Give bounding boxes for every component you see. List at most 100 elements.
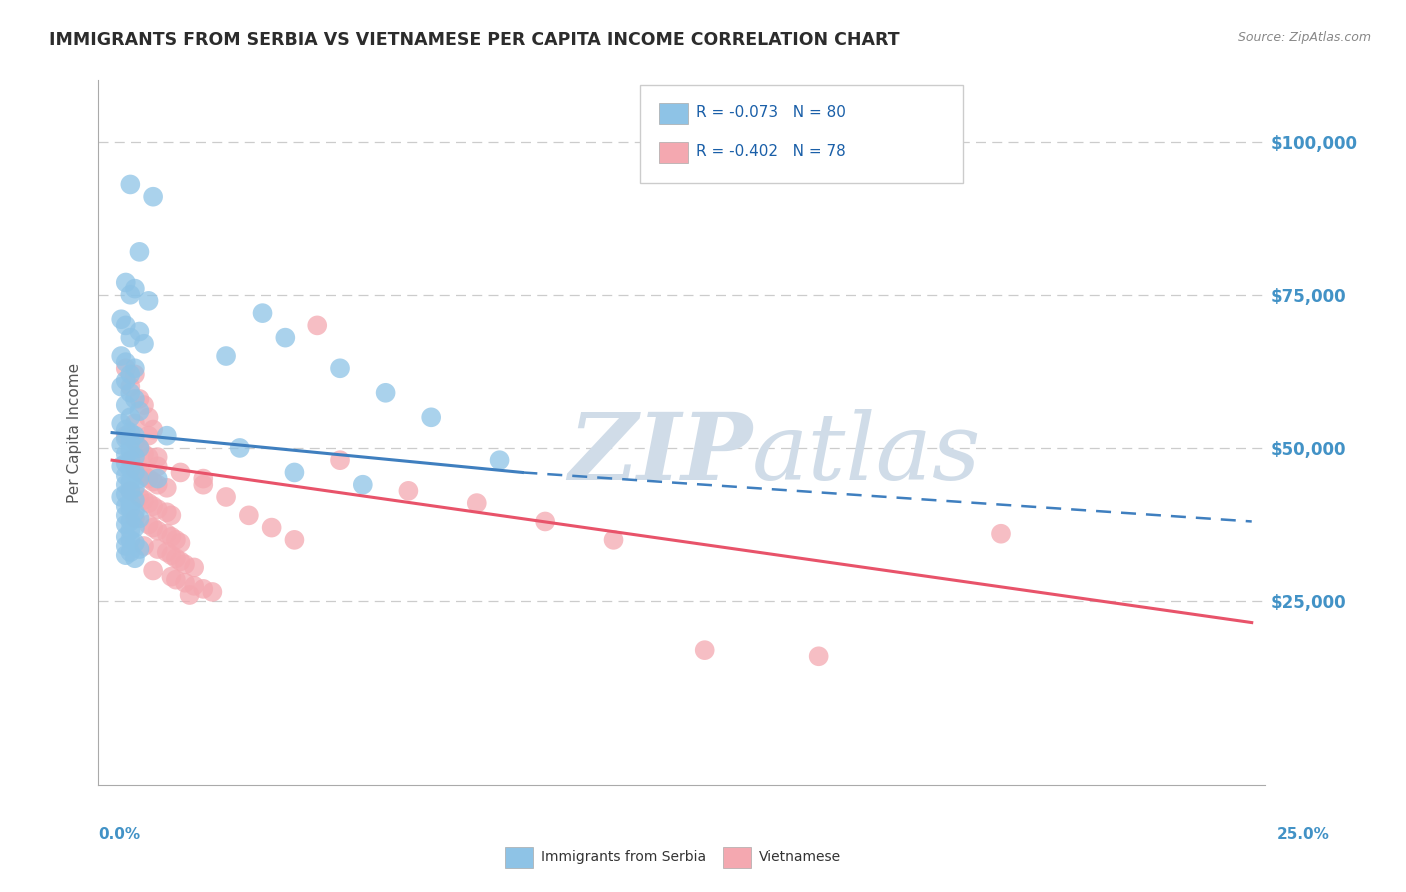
Point [114,432,136,446]
Point [146,472,169,486]
Point [165,551,187,566]
Point [132,336,155,351]
Point [114,423,136,437]
Point [128,490,150,504]
Point [396,483,419,498]
Point [120,545,142,559]
Point [693,643,716,657]
Point [201,585,224,599]
Point [156,545,179,559]
Point [307,318,329,333]
Point [146,524,169,538]
Point [142,190,165,204]
Point [252,306,274,320]
Point [174,558,197,572]
Point [142,423,165,437]
Point [138,517,160,532]
Point [124,368,146,382]
Point [124,505,146,519]
Point [160,508,183,523]
Point [488,453,510,467]
Point [132,493,155,508]
Point [156,481,179,495]
Point [142,564,165,578]
Point [114,361,136,376]
Point [114,477,136,491]
Point [142,475,165,489]
Point [114,468,136,483]
Point [120,178,142,192]
Point [352,477,374,491]
Text: R = -0.402   N = 78: R = -0.402 N = 78 [696,145,846,159]
Point [124,417,146,431]
Point [124,551,146,566]
Point [238,508,260,523]
Point [138,410,160,425]
Point [124,493,146,508]
Point [124,462,146,476]
Point [120,444,142,458]
Point [138,450,160,464]
Point [110,349,132,363]
Point [114,276,136,290]
Point [193,472,215,486]
Point [114,487,136,501]
Point [146,502,169,516]
Point [114,428,136,442]
Point [124,481,146,495]
Point [534,515,557,529]
Point [260,520,283,534]
Point [124,520,146,534]
Point [128,511,150,525]
Point [110,438,132,452]
Point [142,520,165,534]
Point [990,526,1012,541]
Point [374,385,396,400]
Point [193,582,215,596]
Point [274,331,297,345]
Point [283,466,305,480]
Point [183,579,205,593]
Point [120,502,142,516]
Point [128,392,150,406]
Point [124,511,146,525]
Point [124,392,146,406]
Point [146,542,169,557]
Point [120,475,142,489]
Point [128,542,150,557]
Point [132,468,155,483]
Point [120,533,142,547]
Point [110,417,132,431]
Point [114,499,136,513]
Point [165,533,187,547]
Point [110,379,132,393]
Point [169,466,191,480]
Point [114,355,136,369]
Point [128,466,150,480]
Point [807,649,830,664]
Point [114,456,136,470]
Point [156,428,179,442]
Point [165,573,187,587]
Point [156,505,179,519]
Point [128,244,150,259]
Point [120,287,142,301]
Point [114,508,136,523]
Point [420,410,443,425]
Point [169,536,191,550]
Point [120,368,142,382]
Point [114,318,136,333]
Point [160,569,183,583]
Point [114,548,136,562]
Point [114,539,136,553]
Point [183,560,205,574]
Point [169,554,191,568]
Point [138,293,160,308]
Point [120,379,142,393]
Point [120,331,142,345]
Point [120,453,142,467]
Point [329,453,352,467]
Point [120,385,142,400]
Point [114,374,136,388]
Point [146,450,169,464]
